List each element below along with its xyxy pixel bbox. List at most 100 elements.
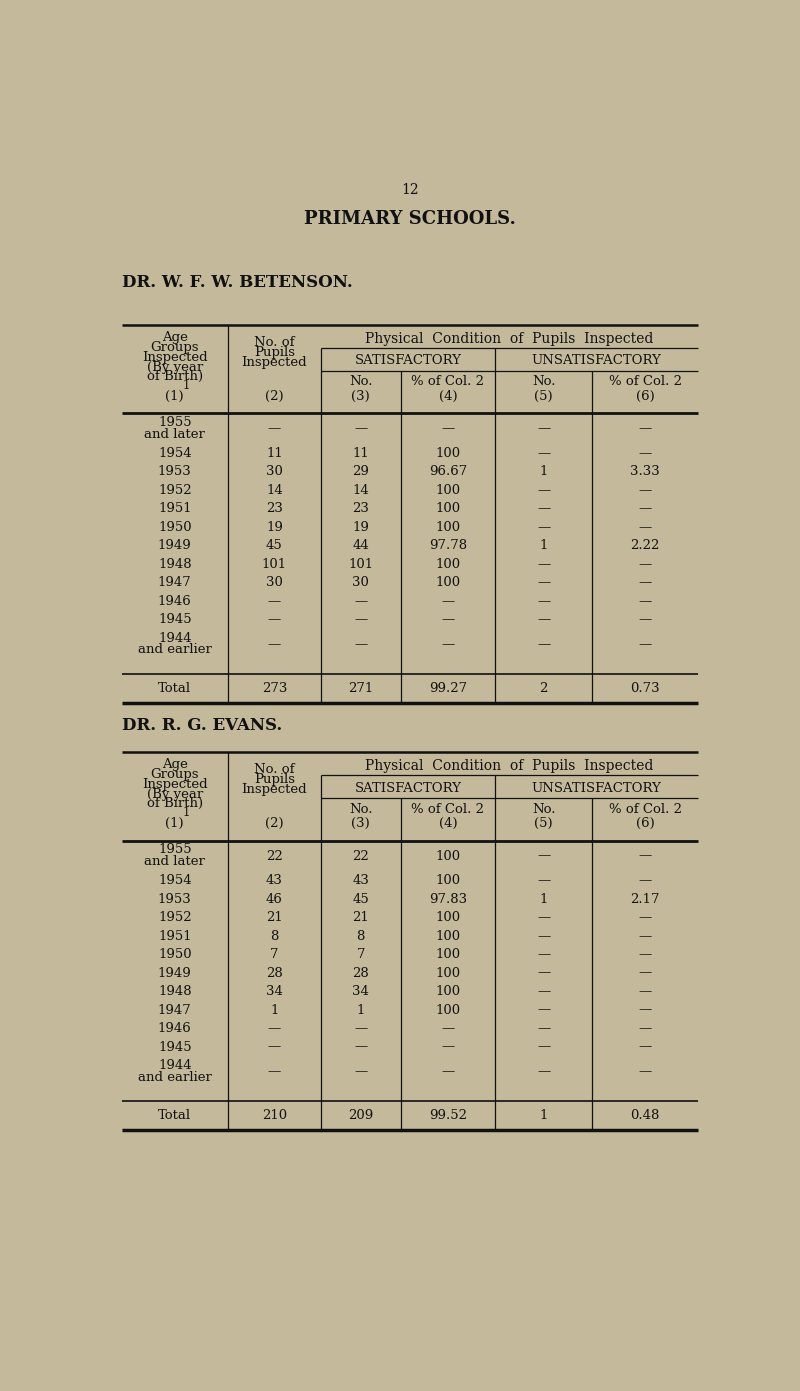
- Text: 1952: 1952: [158, 484, 192, 497]
- Text: —: —: [537, 558, 550, 570]
- Text: 2.17: 2.17: [630, 893, 660, 906]
- Text: —: —: [537, 1022, 550, 1035]
- Text: 19: 19: [352, 520, 370, 534]
- Text: (5): (5): [534, 818, 553, 830]
- Text: % of Col. 2: % of Col. 2: [609, 803, 682, 815]
- Text: —: —: [638, 911, 652, 924]
- Text: 1944: 1944: [158, 1059, 192, 1072]
- Text: 2.22: 2.22: [630, 540, 660, 552]
- Text: 30: 30: [266, 466, 283, 479]
- Text: 1949: 1949: [158, 967, 192, 979]
- Text: of Birth): of Birth): [146, 370, 203, 383]
- Text: 30: 30: [266, 576, 283, 590]
- Text: 28: 28: [353, 967, 369, 979]
- Text: —: —: [638, 484, 652, 497]
- Text: —: —: [537, 850, 550, 862]
- Text: 209: 209: [348, 1109, 374, 1123]
- Text: 271: 271: [348, 682, 374, 694]
- Text: —: —: [268, 638, 281, 651]
- Text: 34: 34: [352, 985, 370, 999]
- Text: —: —: [638, 874, 652, 887]
- Text: —: —: [354, 423, 367, 435]
- Text: 8: 8: [270, 929, 278, 943]
- Text: 44: 44: [353, 540, 369, 552]
- Text: 1: 1: [539, 893, 548, 906]
- Text: 1949: 1949: [158, 540, 192, 552]
- Text: 100: 100: [435, 967, 461, 979]
- Text: No. of: No. of: [254, 337, 294, 349]
- Text: 1954: 1954: [158, 874, 192, 887]
- Text: 1951: 1951: [158, 502, 192, 515]
- Text: 22: 22: [266, 850, 282, 862]
- Text: No. of: No. of: [254, 764, 294, 776]
- Text: 97.78: 97.78: [429, 540, 467, 552]
- Text: —: —: [638, 447, 652, 460]
- Text: Physical  Condition  of  Pupils  Inspected: Physical Condition of Pupils Inspected: [366, 331, 654, 345]
- Text: (3): (3): [351, 389, 370, 403]
- Text: 1945: 1945: [158, 1040, 192, 1053]
- Text: —: —: [537, 1066, 550, 1078]
- Text: 22: 22: [353, 850, 369, 862]
- Text: 7: 7: [270, 949, 278, 961]
- Text: 1: 1: [182, 807, 190, 819]
- Text: —: —: [354, 1022, 367, 1035]
- Text: —: —: [268, 1040, 281, 1053]
- Text: Inspected: Inspected: [142, 351, 208, 363]
- Text: 100: 100: [435, 985, 461, 999]
- Text: (By year: (By year: [146, 787, 203, 801]
- Text: —: —: [537, 967, 550, 979]
- Text: —: —: [442, 613, 454, 626]
- Text: and later: and later: [144, 428, 206, 441]
- Text: 21: 21: [353, 911, 369, 924]
- Text: —: —: [638, 967, 652, 979]
- Text: SATISFACTORY: SATISFACTORY: [354, 782, 462, 794]
- Text: 1954: 1954: [158, 447, 192, 460]
- Text: 100: 100: [435, 484, 461, 497]
- Text: —: —: [442, 595, 454, 608]
- Text: —: —: [638, 1040, 652, 1053]
- Text: —: —: [537, 484, 550, 497]
- Text: —: —: [442, 1066, 454, 1078]
- Text: 45: 45: [266, 540, 282, 552]
- Text: 19: 19: [266, 520, 283, 534]
- Text: 100: 100: [435, 1003, 461, 1017]
- Text: 1946: 1946: [158, 595, 192, 608]
- Text: 1945: 1945: [158, 613, 192, 626]
- Text: 1955: 1955: [158, 843, 192, 857]
- Text: and earlier: and earlier: [138, 644, 212, 657]
- Text: 3.33: 3.33: [630, 466, 660, 479]
- Text: —: —: [638, 638, 652, 651]
- Text: —: —: [354, 613, 367, 626]
- Text: —: —: [638, 985, 652, 999]
- Text: —: —: [537, 576, 550, 590]
- Text: —: —: [354, 1066, 367, 1078]
- Text: and earlier: and earlier: [138, 1071, 212, 1084]
- Text: 8: 8: [357, 929, 365, 943]
- Text: Pupils: Pupils: [254, 773, 295, 786]
- Text: 30: 30: [352, 576, 370, 590]
- Text: Physical  Condition  of  Pupils  Inspected: Physical Condition of Pupils Inspected: [366, 759, 654, 773]
- Text: 1950: 1950: [158, 520, 192, 534]
- Text: —: —: [537, 1040, 550, 1053]
- Text: (6): (6): [636, 389, 654, 403]
- Text: —: —: [638, 613, 652, 626]
- Text: 45: 45: [353, 893, 369, 906]
- Text: —: —: [537, 520, 550, 534]
- Text: 7: 7: [357, 949, 365, 961]
- Text: 43: 43: [352, 874, 370, 887]
- Text: 1946: 1946: [158, 1022, 192, 1035]
- Text: 1: 1: [182, 380, 190, 392]
- Text: —: —: [268, 1066, 281, 1078]
- Text: 12: 12: [401, 184, 419, 198]
- Text: UNSATISFACTORY: UNSATISFACTORY: [532, 782, 662, 794]
- Text: —: —: [638, 850, 652, 862]
- Text: —: —: [638, 595, 652, 608]
- Text: —: —: [442, 423, 454, 435]
- Text: (4): (4): [438, 389, 458, 403]
- Text: 96.67: 96.67: [429, 466, 467, 479]
- Text: (5): (5): [534, 389, 553, 403]
- Text: (By year: (By year: [146, 360, 203, 374]
- Text: 0.48: 0.48: [630, 1109, 660, 1123]
- Text: Pupils: Pupils: [254, 346, 295, 359]
- Text: —: —: [354, 1040, 367, 1053]
